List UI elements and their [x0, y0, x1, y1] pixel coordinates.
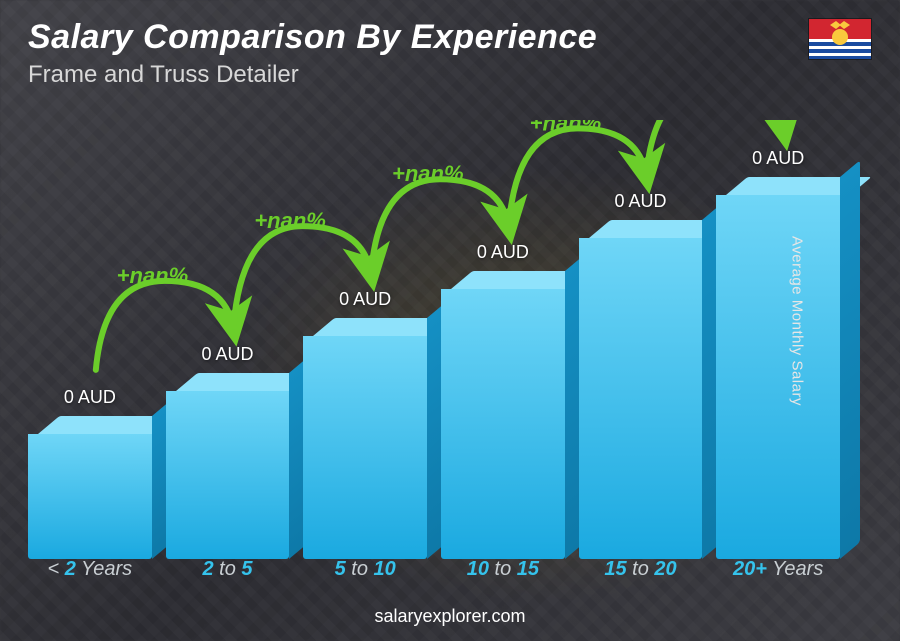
bar-slot: 0 AUD [303, 120, 427, 541]
bar-value-label: 0 AUD [477, 242, 529, 263]
bar-slot: 0 AUD [28, 120, 152, 541]
bar-front-face [166, 391, 290, 559]
x-axis-label: 20+ Years [716, 558, 840, 581]
bar-side-face [840, 161, 860, 559]
bar [303, 318, 427, 541]
bar-value-label: 0 AUD [339, 289, 391, 310]
bar-slot: 0 AUD [441, 120, 565, 541]
bar-front-face [441, 289, 565, 559]
bar [716, 177, 840, 541]
bar-slot: 0 AUD [716, 120, 840, 541]
bar-front-face [28, 434, 152, 559]
x-axis-label: 5 to 10 [303, 558, 427, 581]
x-axis-label: 2 to 5 [166, 558, 290, 581]
bar [579, 220, 703, 541]
bar [28, 416, 152, 541]
bar-front-face [716, 195, 840, 559]
bars-container: 0 AUD 0 AUD 0 AUD 0 AUD 0 AUD 0 AUD [28, 120, 840, 541]
bar-value-label: 0 AUD [752, 148, 804, 169]
bar-value-label: 0 AUD [201, 344, 253, 365]
page-subtitle: Frame and Truss Detailer [28, 61, 872, 89]
bar-chart: 0 AUD0 AUD0 AUD0 AUD0 AUD0 AUD +nan%+nan… [28, 120, 840, 581]
bar-slot: 0 AUD [579, 120, 703, 541]
bar-front-face [579, 238, 703, 559]
x-axis-label: 10 to 15 [441, 558, 565, 581]
country-flag-kiribati [808, 18, 872, 60]
flag-upper-red [809, 19, 871, 39]
x-axis-label: 15 to 20 [579, 558, 703, 581]
bar-value-label: 0 AUD [64, 387, 116, 408]
x-axis-label: < 2 Years [28, 558, 152, 581]
flag-sun-icon [832, 29, 848, 45]
flag-bird-icon [830, 21, 850, 29]
y-axis-label: Average Monthly Salary [789, 236, 806, 406]
page-title: Salary Comparison By Experience [28, 18, 872, 57]
bar-value-label: 0 AUD [615, 191, 667, 212]
x-axis-labels: < 2 Years 2 to 5 5 to 10 10 to 15 15 to 20 20… [28, 558, 840, 581]
bar-front-face [303, 336, 427, 559]
bar [441, 271, 565, 541]
bar-slot: 0 AUD [166, 120, 290, 541]
header: Salary Comparison By Experience Frame an… [28, 18, 872, 89]
footer-attribution: salaryexplorer.com [0, 606, 900, 627]
bar [166, 373, 290, 541]
